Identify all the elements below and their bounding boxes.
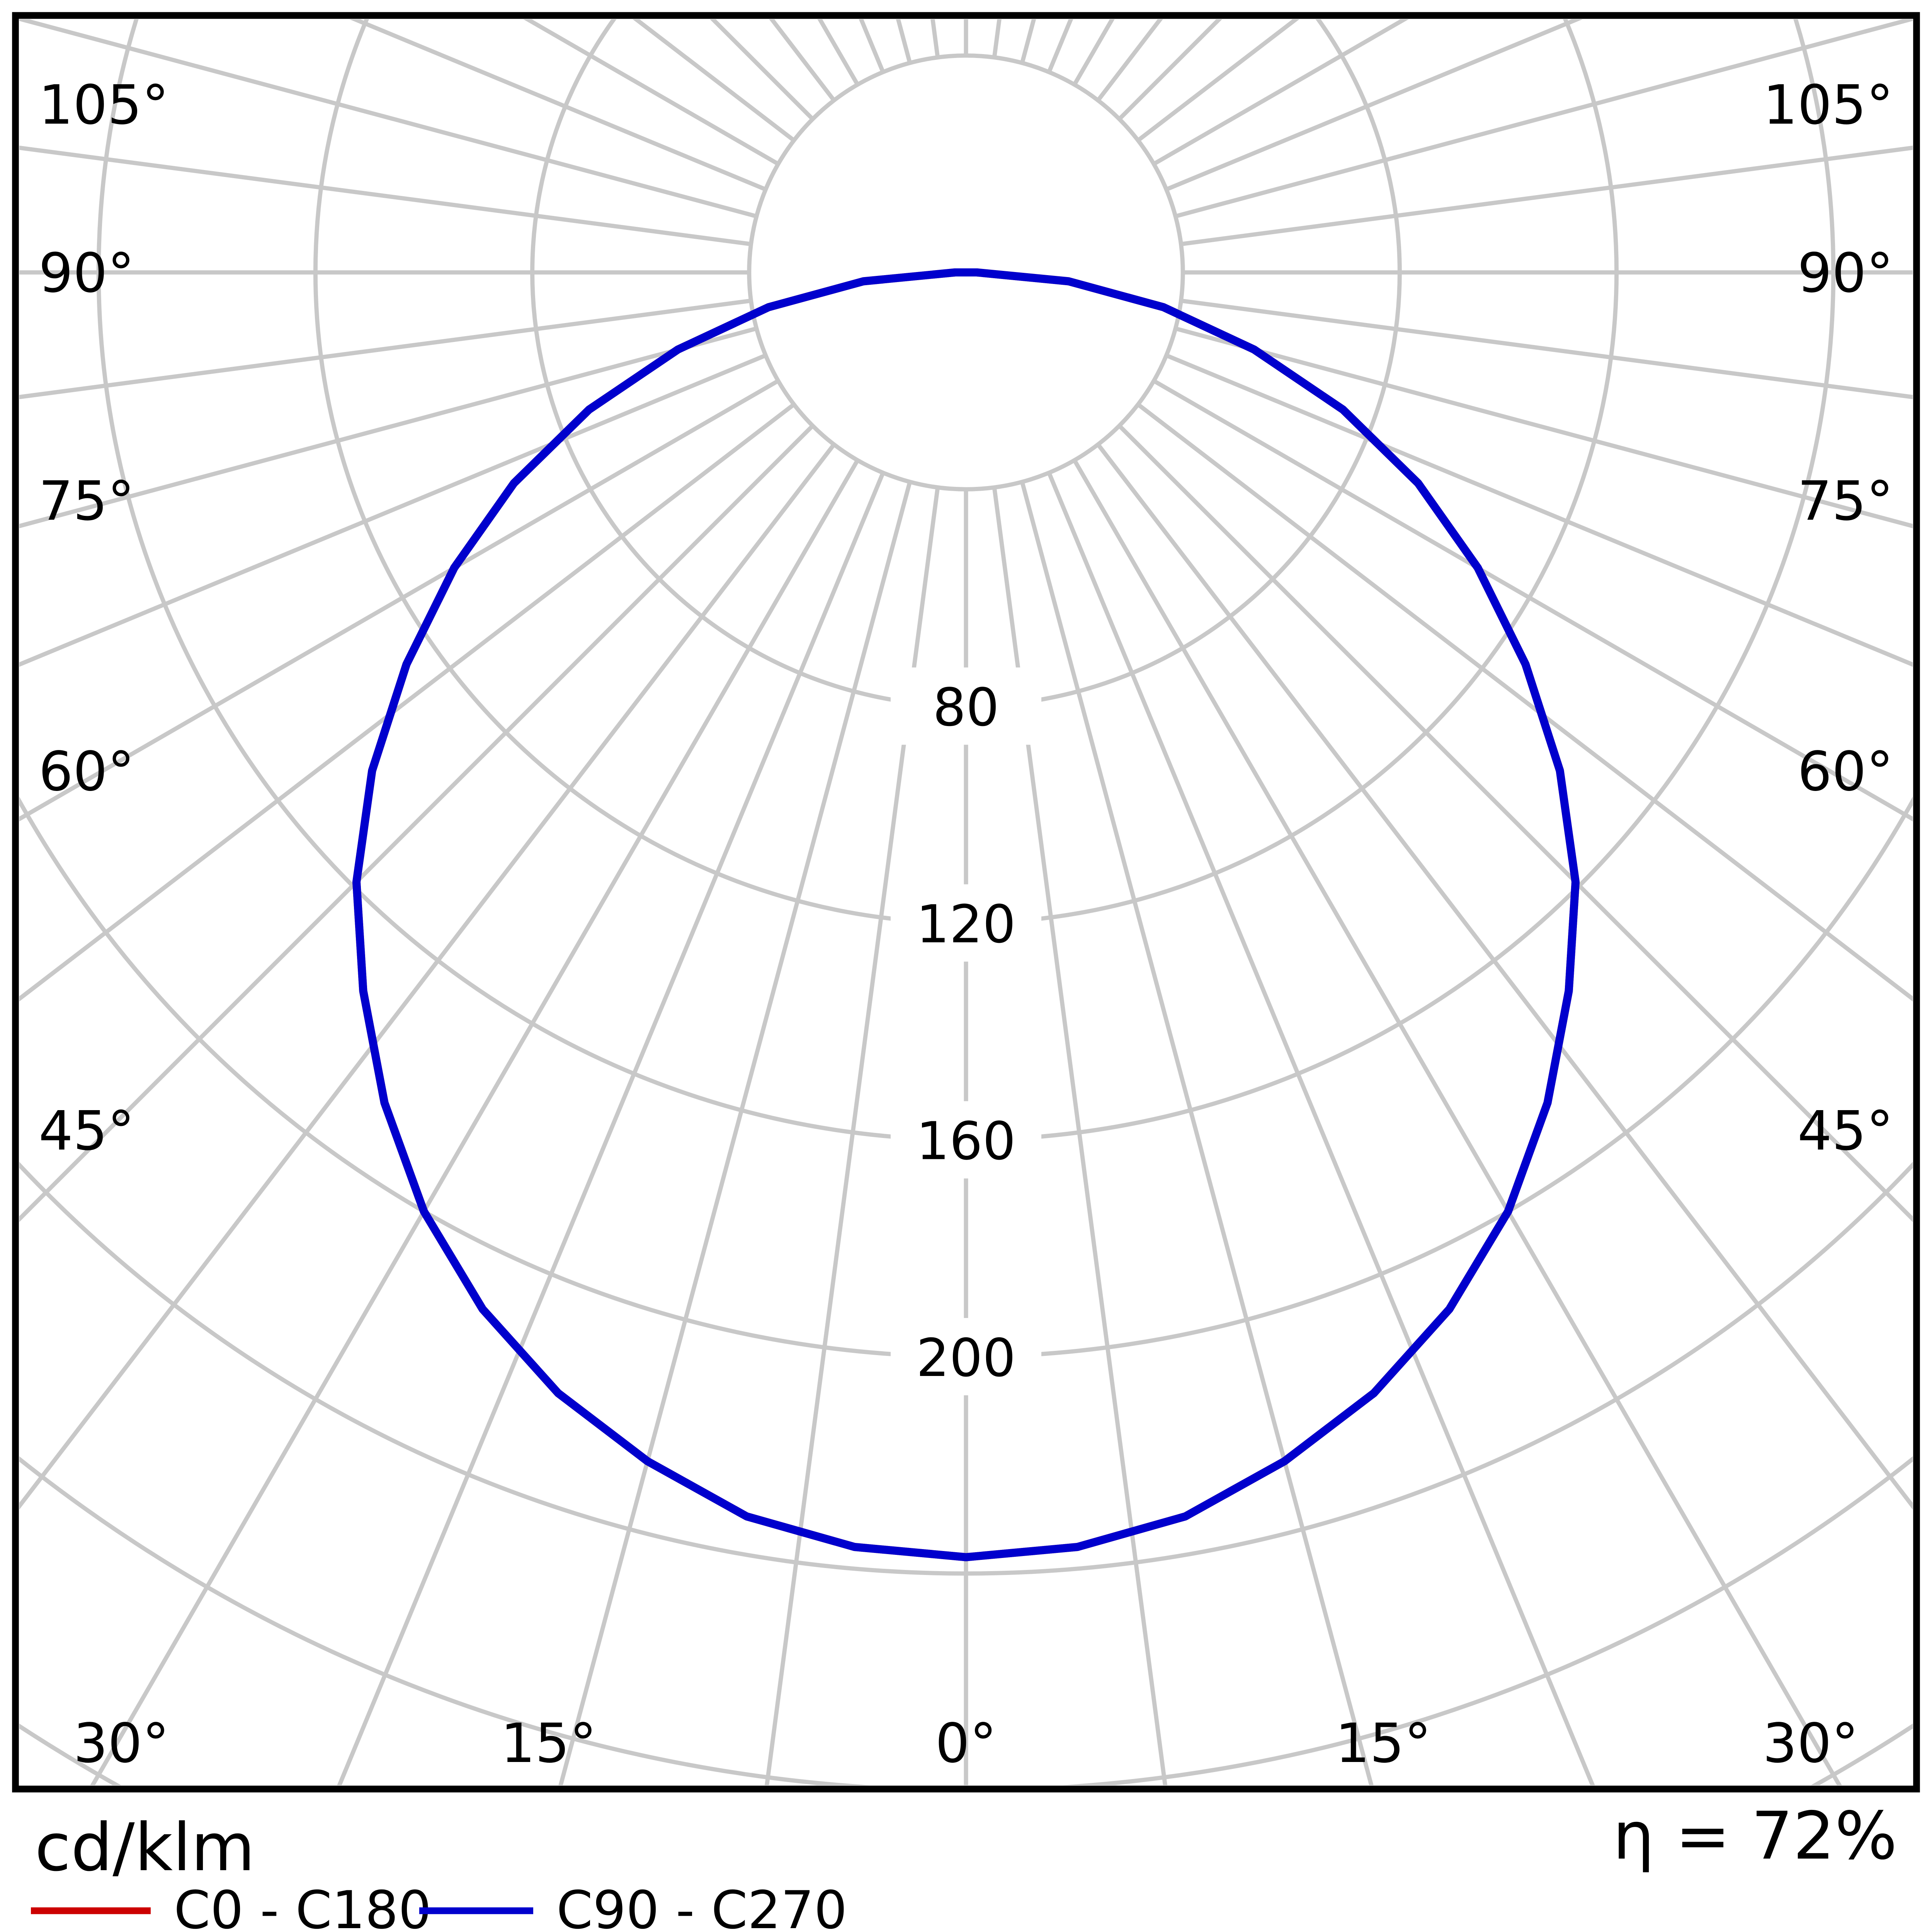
grid-ray [19, 326, 757, 529]
angle-label: 30° [73, 1712, 169, 1775]
grid-ray [1072, 459, 1842, 1785]
grid-ray [1153, 379, 1913, 821]
grid-ray [1047, 19, 1073, 73]
grid-ray [523, 19, 779, 166]
grid-ray [349, 19, 767, 192]
plot-border [12, 12, 1920, 1793]
grid-ray [19, 353, 767, 667]
angle-label: 45° [39, 1100, 134, 1163]
angle-label: 0° [935, 1712, 997, 1775]
grid-ray [19, 443, 836, 1510]
grid-ray [19, 298, 752, 400]
angle-label: 30° [1763, 1712, 1859, 1775]
grid-ray [1020, 481, 1374, 1785]
grid-ray [558, 481, 912, 1785]
angle-label: 60° [39, 740, 134, 803]
efficiency-label: η = 72% [1613, 1798, 1897, 1874]
unit-label: cd/klm [35, 1810, 255, 1886]
legend-label-c0: C0 - C180 [174, 1880, 432, 1932]
grid-ray [19, 145, 752, 247]
angle-label: 105° [39, 74, 169, 137]
grid-ray [1165, 353, 1913, 667]
radial-label-box [891, 667, 1041, 745]
legend: C0 - C180 C90 - C270 [31, 1880, 847, 1932]
radial-label-box [891, 1318, 1041, 1395]
axis-labels: 80 120 160 200 105° 90° 75° 60° 45° 30° 105° 90° 75°… [39, 74, 1893, 1775]
angle-label: 45° [1798, 1100, 1893, 1163]
grid-ray [90, 459, 860, 1785]
radial-tick-label: 80 [933, 677, 999, 738]
radial-tick-label: 120 [916, 894, 1016, 955]
grid-ray [19, 403, 796, 1002]
grid-ray [1136, 403, 1913, 1002]
grid-ray [19, 19, 757, 219]
grid-ray [1175, 19, 1913, 219]
angle-label: 75° [39, 470, 134, 533]
grid-ray [1047, 472, 1595, 1785]
legend-label-c90: C90 - C270 [556, 1880, 847, 1932]
angle-label: 15° [1335, 1712, 1431, 1775]
curve-c90-c270 [352, 268, 1580, 1561]
grid-ray [1180, 298, 1913, 400]
radial-tick-label: 160 [916, 1111, 1016, 1172]
radial-label-box [891, 884, 1041, 962]
grid-ray [337, 472, 885, 1785]
grid-ray [19, 379, 779, 821]
angle-label: 60° [1798, 740, 1893, 803]
angle-label: 90° [39, 242, 134, 305]
angle-label: 75° [1798, 470, 1893, 533]
grid-ray [19, 424, 815, 1222]
grid-ray [1175, 326, 1913, 529]
radial-label-box [891, 1101, 1041, 1179]
grid-ray [1117, 424, 1913, 1222]
grid-ray [859, 19, 885, 73]
distribution-curves [352, 268, 1580, 1561]
angle-label: 105° [1763, 74, 1893, 137]
angle-label: 15° [501, 1712, 597, 1775]
grid-ray [1180, 145, 1913, 247]
angle-label: 90° [1798, 242, 1893, 305]
grid-ray [1096, 443, 1913, 1510]
grid-ray [1165, 19, 1583, 192]
radial-tick-label: 200 [916, 1328, 1016, 1388]
grid-ray [992, 487, 1167, 1785]
grid-ray [765, 487, 940, 1785]
grid-ray [1153, 19, 1409, 166]
